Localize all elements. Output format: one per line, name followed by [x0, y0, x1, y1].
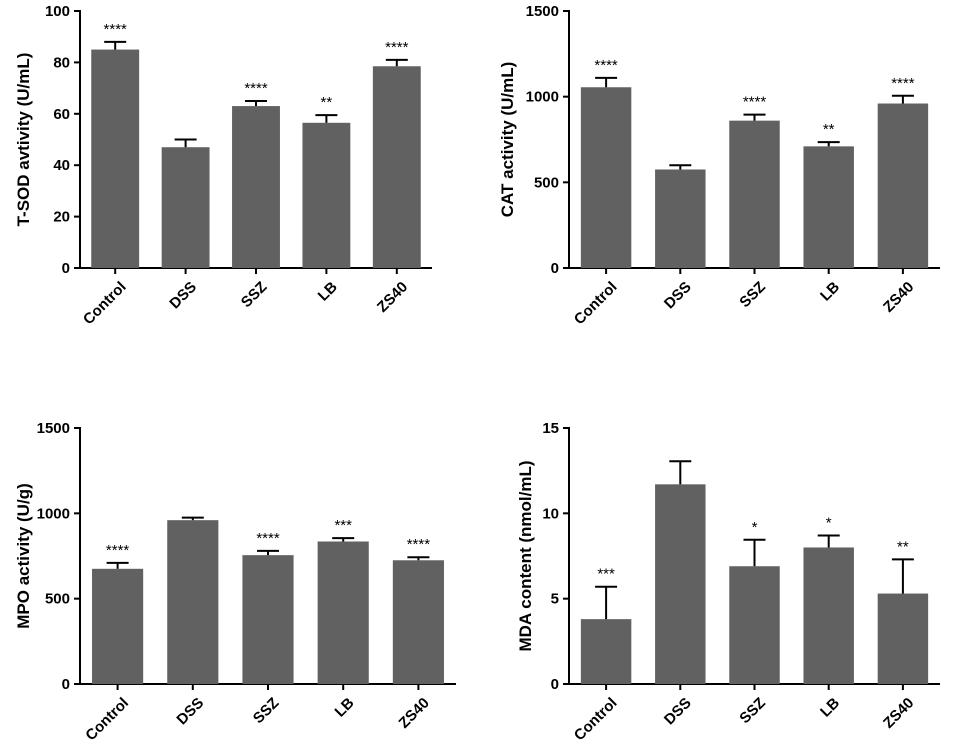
category-label: SSZ [250, 694, 283, 727]
y-tick-label: 1000 [526, 89, 559, 106]
category-label: ZS40 [880, 278, 917, 315]
bar [877, 103, 929, 269]
significance-label: **** [743, 94, 767, 111]
bar [877, 593, 929, 684]
bar [803, 146, 854, 268]
category-label: LB [817, 694, 843, 720]
bar [372, 66, 421, 268]
y-axis-title: CAT activity (U/mL) [498, 62, 517, 218]
category-label: ZS40 [374, 278, 411, 315]
bar [392, 560, 444, 684]
category-label: SSZ [736, 278, 769, 311]
significance-label: **** [244, 80, 268, 97]
category-label: DSS [173, 694, 207, 728]
significance-label: ** [823, 121, 835, 138]
y-tick-label: 100 [45, 3, 70, 20]
category-label: ZS40 [396, 694, 433, 731]
significance-label: **** [385, 39, 409, 56]
y-tick-label: 500 [534, 174, 559, 191]
significance-label: *** [597, 566, 615, 583]
y-tick-label: 1500 [37, 420, 70, 437]
significance-label: **** [256, 530, 280, 547]
significance-label: * [826, 515, 832, 532]
y-tick-label: 20 [53, 209, 70, 226]
y-tick-label: 5 [551, 591, 559, 608]
bar [655, 169, 706, 268]
y-axis-title: MDA content (nmol/mL) [516, 460, 535, 651]
y-axis-title: T-SOD avtivity (U/mL) [14, 53, 33, 227]
category-label: DSS [661, 278, 695, 312]
y-tick-label: 40 [53, 157, 70, 174]
significance-label: **** [106, 542, 130, 559]
bar [580, 619, 632, 684]
category-label: LB [817, 278, 843, 304]
category-label: SSZ [736, 694, 769, 727]
category-label: Control [80, 278, 130, 328]
bar [242, 555, 294, 684]
y-tick-label: 15 [542, 420, 559, 437]
y-tick-label: 0 [62, 676, 70, 693]
y-tick-label: 1000 [37, 505, 70, 522]
bar [580, 87, 632, 268]
significance-label: **** [891, 75, 915, 92]
chart-panel-1: 0 20 40 60 80 100 T-SOD avtivity (U/mL) Control… [14, 3, 432, 328]
y-tick-label: 80 [53, 54, 70, 71]
significance-label: **** [407, 536, 431, 553]
category-label: Control [571, 278, 621, 328]
y-tick-label: 500 [45, 591, 70, 608]
category-label: SSZ [238, 278, 271, 311]
bar [161, 147, 210, 268]
significance-label: ** [897, 538, 909, 555]
category-label: LB [315, 278, 341, 304]
bar [92, 568, 144, 684]
bar [317, 541, 369, 684]
bar [91, 49, 140, 268]
chart-panel-3: 0 500 1000 1500 MPO activity (U/g) Control ***… [14, 420, 456, 744]
bar [302, 122, 351, 268]
y-tick-label: 10 [542, 505, 559, 522]
significance-label: **** [594, 57, 618, 74]
y-tick-label: 60 [53, 106, 70, 123]
y-tick-label: 0 [62, 260, 70, 277]
y-tick-label: 1500 [526, 3, 559, 20]
y-tick-label: 0 [551, 676, 559, 693]
category-label: Control [82, 694, 132, 744]
y-axis-title: MPO activity (U/g) [14, 483, 33, 628]
category-label: Control [571, 694, 621, 744]
bar [167, 520, 219, 684]
chart-panel-2: 0 500 1000 1500 CAT activity (U/mL) Control **… [498, 3, 940, 328]
y-tick-label: 0 [551, 260, 559, 277]
category-label: ZS40 [880, 694, 917, 731]
significance-label: * [752, 519, 758, 536]
significance-label: *** [334, 517, 352, 534]
bar [655, 484, 706, 684]
category-label: LB [332, 694, 358, 720]
category-label: DSS [166, 278, 200, 312]
bar [729, 566, 780, 684]
bar [232, 106, 280, 268]
bar [803, 547, 854, 684]
significance-label: **** [104, 21, 128, 38]
category-label: DSS [661, 694, 695, 728]
significance-label: ** [321, 94, 333, 111]
bar [729, 120, 780, 268]
